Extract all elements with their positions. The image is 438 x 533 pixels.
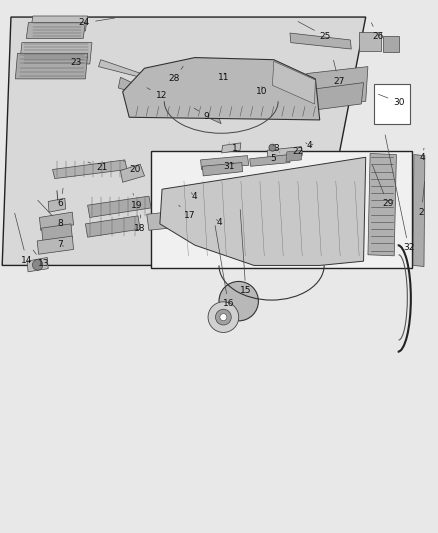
- Text: 31: 31: [223, 162, 235, 171]
- Polygon shape: [272, 61, 315, 104]
- Circle shape: [215, 309, 231, 325]
- Text: 1: 1: [229, 143, 238, 152]
- Polygon shape: [53, 160, 127, 179]
- Text: 19: 19: [131, 193, 142, 209]
- Polygon shape: [42, 224, 72, 241]
- Bar: [374, 84, 410, 124]
- Text: 2: 2: [419, 181, 424, 216]
- Polygon shape: [118, 77, 221, 124]
- Text: 15: 15: [240, 209, 251, 295]
- Circle shape: [208, 302, 239, 333]
- Polygon shape: [359, 32, 381, 51]
- Polygon shape: [267, 147, 302, 159]
- Polygon shape: [413, 155, 425, 266]
- Polygon shape: [308, 83, 364, 111]
- Polygon shape: [88, 196, 151, 217]
- Polygon shape: [85, 216, 140, 237]
- Text: 21: 21: [88, 162, 108, 172]
- Polygon shape: [175, 191, 204, 213]
- Polygon shape: [39, 212, 74, 230]
- Text: 3: 3: [273, 144, 279, 152]
- Text: 10: 10: [256, 86, 268, 96]
- Text: 20: 20: [124, 161, 141, 174]
- Text: 11: 11: [218, 73, 230, 82]
- Polygon shape: [304, 67, 368, 108]
- Text: 12: 12: [147, 88, 167, 100]
- Text: 32: 32: [385, 135, 414, 252]
- Polygon shape: [120, 164, 145, 182]
- Text: 25: 25: [298, 21, 331, 41]
- Polygon shape: [2, 17, 366, 265]
- Polygon shape: [27, 257, 48, 272]
- Text: 6: 6: [58, 188, 64, 208]
- Circle shape: [269, 144, 276, 151]
- Text: 30: 30: [378, 94, 405, 107]
- Polygon shape: [37, 236, 74, 254]
- Text: 26: 26: [371, 23, 384, 41]
- Text: 4: 4: [420, 148, 425, 161]
- Text: 4: 4: [216, 219, 223, 227]
- Text: 7: 7: [57, 240, 64, 248]
- Circle shape: [32, 260, 43, 270]
- Text: 14: 14: [15, 213, 32, 264]
- Polygon shape: [222, 143, 241, 153]
- Bar: [151, 151, 412, 268]
- Circle shape: [219, 281, 258, 321]
- Text: 27: 27: [333, 60, 344, 85]
- Text: 24: 24: [79, 18, 115, 27]
- Text: 4: 4: [191, 192, 198, 200]
- Polygon shape: [20, 43, 92, 64]
- Text: 18: 18: [134, 215, 145, 232]
- Polygon shape: [202, 163, 243, 176]
- Polygon shape: [48, 198, 66, 212]
- Polygon shape: [31, 16, 88, 31]
- Polygon shape: [26, 22, 85, 38]
- Polygon shape: [15, 53, 88, 79]
- Text: 9: 9: [194, 108, 209, 120]
- Text: 13: 13: [33, 250, 49, 268]
- Text: 23: 23: [70, 58, 88, 67]
- Polygon shape: [250, 155, 290, 166]
- Text: 16: 16: [215, 225, 234, 308]
- Text: 8: 8: [38, 200, 63, 228]
- Text: 22: 22: [293, 144, 313, 156]
- Circle shape: [220, 313, 227, 321]
- Polygon shape: [99, 60, 241, 108]
- Polygon shape: [368, 154, 396, 256]
- Polygon shape: [286, 150, 302, 161]
- Polygon shape: [147, 207, 221, 230]
- Polygon shape: [160, 157, 366, 265]
- Polygon shape: [290, 33, 351, 49]
- Polygon shape: [383, 36, 399, 52]
- Text: 29: 29: [372, 165, 393, 208]
- Text: 5: 5: [271, 152, 279, 163]
- Polygon shape: [123, 58, 320, 120]
- Text: 28: 28: [169, 66, 183, 83]
- Polygon shape: [201, 156, 249, 169]
- Text: 4: 4: [306, 141, 312, 150]
- Text: 17: 17: [179, 205, 195, 220]
